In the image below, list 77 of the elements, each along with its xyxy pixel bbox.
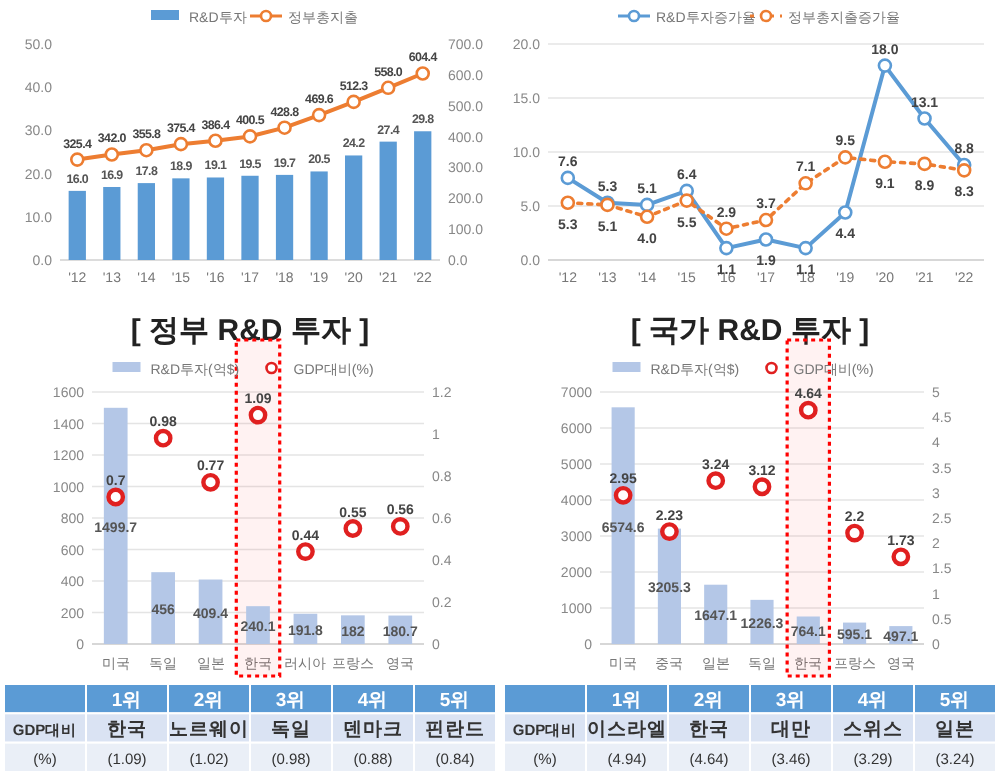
- text: 이스라엘: [587, 719, 667, 741]
- point: [208, 133, 223, 149]
- text: 1위: [611, 689, 643, 712]
- point: [613, 485, 633, 505]
- point: [201, 472, 220, 492]
- text: 4위: [357, 689, 389, 712]
- point: [891, 547, 911, 567]
- point: [390, 517, 410, 536]
- text: 1위: [111, 689, 143, 712]
- point: [660, 522, 679, 542]
- point: [752, 477, 772, 497]
- point: [153, 428, 173, 448]
- text: 5위: [439, 689, 471, 712]
- text: 5위: [939, 689, 971, 712]
- point: [719, 240, 734, 256]
- point: [877, 154, 893, 170]
- bar: [310, 171, 328, 260]
- bar: [137, 183, 155, 260]
- point: [380, 80, 396, 96]
- point: [719, 221, 734, 236]
- point: [139, 142, 154, 158]
- point: [837, 150, 853, 165]
- point: [758, 232, 774, 247]
- bar: [172, 178, 190, 260]
- point: [956, 163, 972, 178]
- bar: [68, 190, 86, 260]
- text: 대만: [771, 719, 811, 741]
- point: [758, 212, 774, 228]
- point: [106, 487, 126, 507]
- point: [679, 193, 695, 208]
- point: [798, 400, 818, 420]
- point: [296, 542, 315, 561]
- text: 3위: [775, 689, 807, 712]
- point: [560, 195, 576, 211]
- chart-title: [ 국가 R&D 투자 ]: [630, 314, 870, 348]
- point: [845, 523, 864, 543]
- point: [706, 471, 726, 491]
- point: [798, 240, 813, 256]
- point: [639, 197, 655, 213]
- bar: [241, 175, 259, 260]
- bar: [151, 572, 175, 644]
- text: 한국: [689, 719, 729, 741]
- text: 일본: [935, 719, 975, 741]
- text: 핀란드: [425, 719, 485, 741]
- text: 3위: [275, 689, 307, 712]
- bar: [103, 186, 121, 260]
- point: [248, 405, 268, 425]
- point: [639, 209, 655, 225]
- point: [343, 519, 363, 538]
- point: [917, 111, 932, 126]
- text: 노르웨이: [169, 719, 249, 741]
- text: 스위스: [843, 719, 903, 741]
- text: 덴마크: [343, 719, 403, 741]
- point: [277, 120, 292, 135]
- point: [242, 129, 258, 144]
- text: 2위: [693, 689, 725, 712]
- text: 독일: [271, 719, 311, 741]
- point: [69, 152, 85, 167]
- point: [173, 136, 189, 152]
- point: [104, 147, 120, 162]
- text: 4위: [857, 689, 889, 712]
- point: [798, 176, 813, 191]
- point: [560, 170, 576, 186]
- text: 한국: [107, 719, 147, 741]
- point: [837, 205, 853, 220]
- bar: [206, 177, 225, 260]
- bar: [414, 131, 432, 260]
- point: [346, 94, 361, 110]
- bar: [275, 174, 294, 260]
- point: [917, 156, 932, 172]
- point: [877, 58, 893, 73]
- point: [415, 66, 431, 81]
- bar: [379, 141, 397, 260]
- chart-title: [ 정부 R&D 투자 ]: [130, 314, 370, 348]
- text: 2위: [193, 689, 225, 712]
- bar: [345, 155, 363, 260]
- point: [311, 107, 327, 123]
